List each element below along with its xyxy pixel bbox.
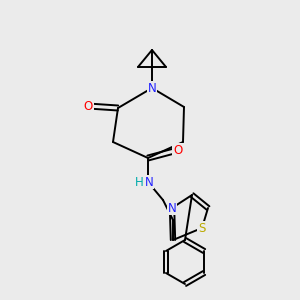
Text: N: N	[148, 82, 156, 94]
Text: H: H	[135, 176, 143, 188]
Text: S: S	[198, 221, 206, 235]
Text: O: O	[83, 100, 93, 112]
Text: N: N	[168, 202, 176, 214]
Text: N: N	[145, 176, 153, 188]
Text: O: O	[173, 143, 183, 157]
